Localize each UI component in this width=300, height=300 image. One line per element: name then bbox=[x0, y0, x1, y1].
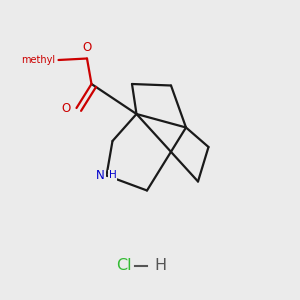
Text: methyl: methyl bbox=[21, 55, 56, 65]
Text: N: N bbox=[96, 169, 105, 182]
Text: O: O bbox=[82, 41, 91, 54]
Text: H: H bbox=[109, 170, 117, 181]
Text: O: O bbox=[61, 101, 70, 115]
Text: Cl: Cl bbox=[116, 258, 132, 273]
Text: H: H bbox=[154, 258, 166, 273]
